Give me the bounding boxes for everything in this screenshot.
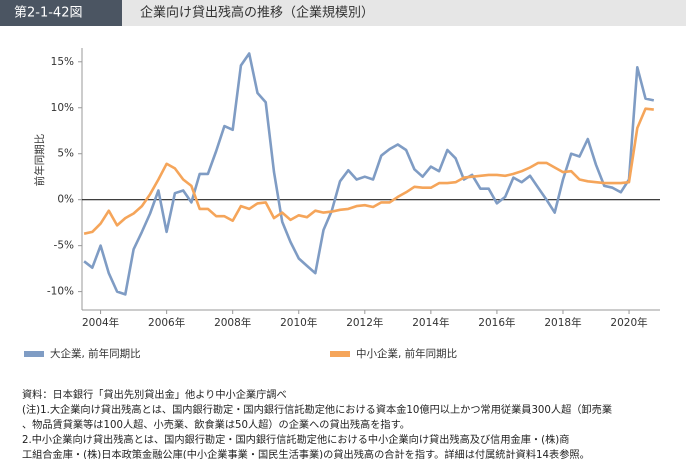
x-tick-label: 2016年 [478,316,515,329]
x-tick-label: 2014年 [412,316,449,329]
note: 資料：日本銀行「貸出先別貸出金」他より中小企業庁調べ [22,388,287,401]
x-tick-label: 2012年 [346,316,383,329]
y-tick-label: 15% [51,56,74,68]
header-badge [0,0,122,26]
note: 、物品賃貸業等は100人超、小売業、飲食業は50人超）の企業への貸出残高を指す。 [22,418,410,431]
x-tick-label: 2008年 [214,316,251,329]
note: 工組合金庫・(株)日本政策金融公庫(中小企業事業・国民生活事業)の貸出残高の合計… [22,448,590,459]
y-tick-label: -10% [47,286,74,298]
y-tick-label: -5% [54,240,74,252]
x-tick-label: 2010年 [280,316,317,329]
y-axis-label: 前年同期比 [33,134,46,187]
y-tick-label: 10% [51,102,74,114]
x-tick-label: 2020年 [610,316,647,329]
y-tick-label: 5% [57,148,74,160]
x-tick-label: 2006年 [148,316,185,329]
series-line [83,52,655,296]
legend-label: 大企業, 前年同期比 [50,347,141,360]
x-tick-label: 2004年 [82,316,119,329]
legend-label: 中小企業, 前年同期比 [356,347,457,360]
series-line [83,107,654,235]
header-title: 企業向け貸出残高の推移（企業規模別） [140,5,374,21]
y-tick-label: 0% [57,194,74,206]
note: (注)1.大企業向け貸出残高とは、国内銀行勘定・国内銀行信託勘定他における資本金… [22,403,612,416]
figure-number: 第2-1-42図 [14,6,82,21]
x-tick-label: 2018年 [544,316,581,329]
note: 2.中小企業向け貸出残高とは、国内銀行勘定・国内銀行信託勘定他における中小企業向… [22,433,569,446]
